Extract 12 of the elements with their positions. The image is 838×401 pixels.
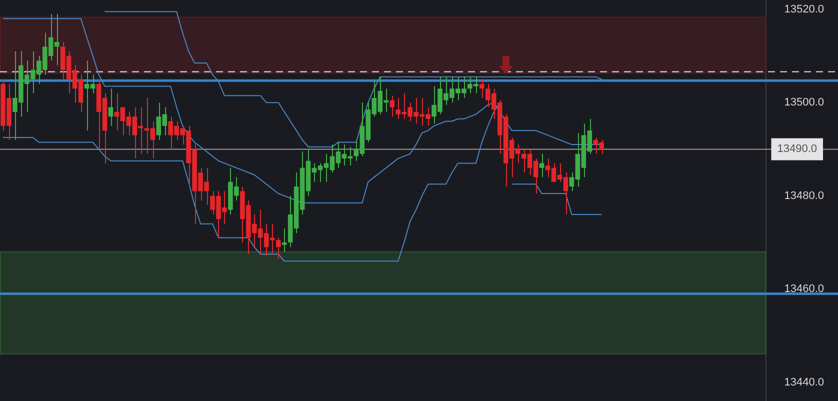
candlestick (282, 228, 287, 252)
candlestick (276, 237, 281, 260)
y-tick-label: 13520.0 (784, 3, 824, 16)
candlestick (108, 88, 114, 126)
candlestick (539, 153, 544, 178)
y-tick-label: 13460.0 (784, 283, 824, 296)
y-tick-label: 13440.0 (784, 376, 824, 388)
y-tick-label: 13500.0 (784, 96, 824, 109)
ref-line-label: 13490.0 (777, 143, 818, 156)
y-tick-label: 13480.0 (784, 190, 824, 202)
candlestick (390, 95, 394, 118)
candlestick (479, 78, 484, 98)
